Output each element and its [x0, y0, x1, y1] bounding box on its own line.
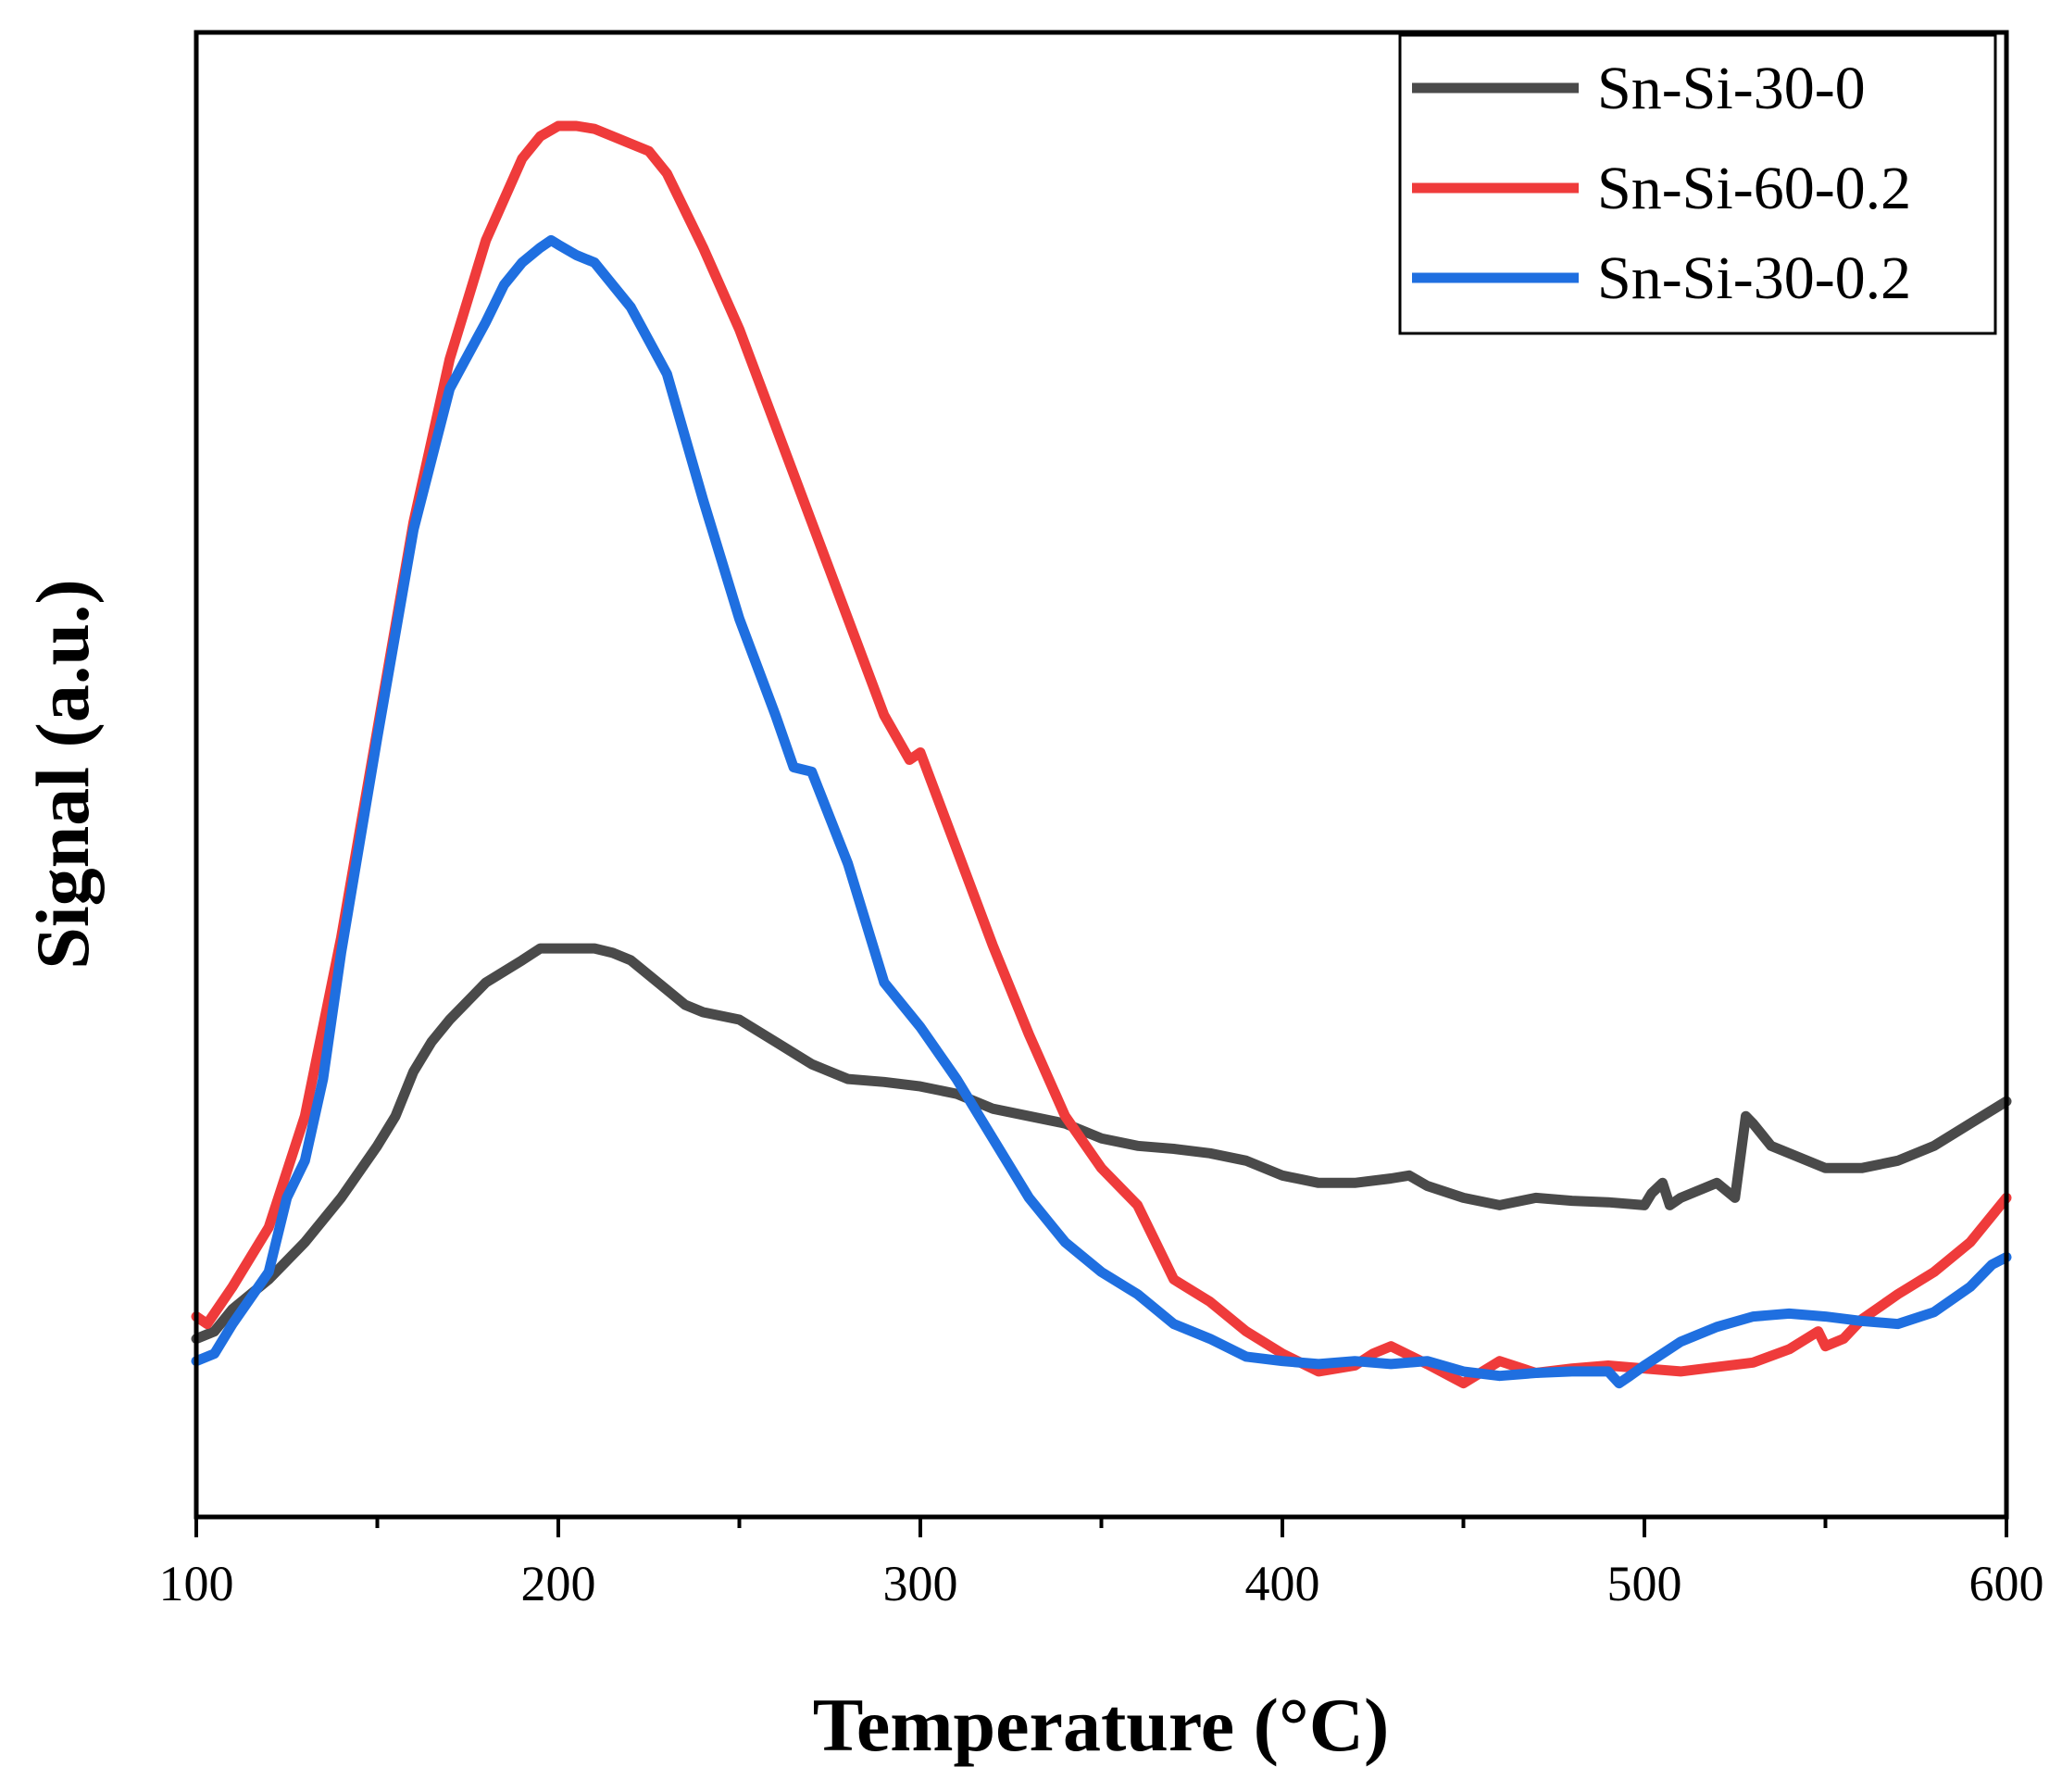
- y-axis-title: Signal (a.u.): [20, 579, 105, 970]
- x-axis-title: Temperature (°C): [813, 1683, 1390, 1767]
- x-tick-label-400: 400: [1245, 1556, 1320, 1611]
- legend: Sn-Si-30-0 Sn-Si-60-0.2 Sn-Si-30-0.2: [1398, 33, 1997, 335]
- series-line-sn-si-30-0: [191, 943, 2012, 1345]
- legend-label-sn-si-30-0.2: Sn-Si-30-0.2: [1597, 244, 1911, 312]
- x-axis-ticks: 100 200 300 400 500 600: [159, 1517, 2044, 1611]
- series-line-sn-si-30-0.2: [191, 234, 2012, 1389]
- x-tick-label-600: 600: [1969, 1556, 2044, 1611]
- x-tick-label-300: 300: [883, 1556, 958, 1611]
- x-tick-label-100: 100: [159, 1556, 234, 1611]
- legend-label-sn-si-30-0: Sn-Si-30-0: [1597, 55, 1866, 122]
- x-tick-label-200: 200: [521, 1556, 596, 1611]
- series-line-sn-si-60-0.2: [191, 120, 2012, 1389]
- legend-label-sn-si-60-0.2: Sn-Si-60-0.2: [1597, 155, 1911, 222]
- x-tick-label-500: 500: [1607, 1556, 1682, 1611]
- series-layer: [191, 120, 2012, 1389]
